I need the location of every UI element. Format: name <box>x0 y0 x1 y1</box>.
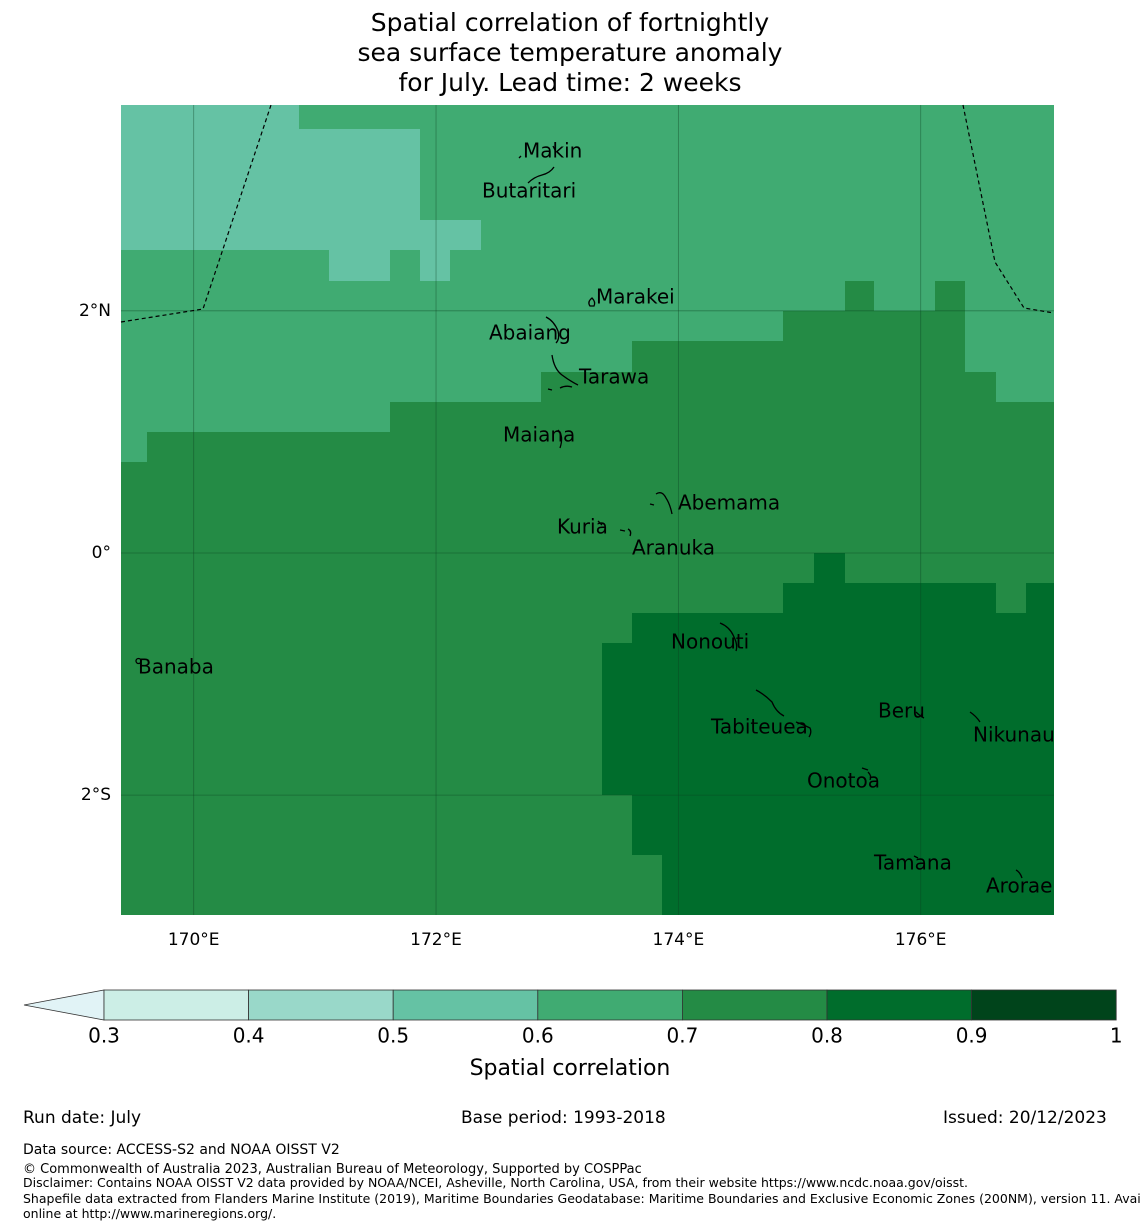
title-line-1: Spatial correlation of fortnightly <box>370 8 770 37</box>
island-outline <box>547 354 579 391</box>
colorbar-tick-label: 0.6 <box>522 1024 554 1048</box>
island-label: Tamana <box>873 851 952 875</box>
island-label: Nonouti <box>671 630 749 654</box>
island-arorae: Arorae <box>986 869 1052 898</box>
island-label: Beru <box>878 699 925 723</box>
island-tamana: Tamana <box>873 851 952 875</box>
island-beru: Beru <box>878 699 925 723</box>
colorbar-segment <box>103 989 250 1021</box>
island-outline <box>755 689 812 738</box>
island-label: Onotoa <box>807 769 880 793</box>
eez-boundaries <box>120 104 1055 323</box>
island-label: Banaba <box>138 655 214 679</box>
island-tabiteuea: Tabiteuea <box>710 689 812 739</box>
data-source: Data source: ACCESS-S2 and NOAA OISST V2 <box>23 1142 340 1158</box>
colorbar-label: Spatial correlation <box>470 1056 671 1081</box>
eez-boundary-east <box>962 104 1055 314</box>
island-label: Nikunau <box>973 723 1055 747</box>
island-label: Butaritari <box>482 179 576 203</box>
lon-tick-label: 174°E <box>653 930 705 950</box>
title-line-3: for July. Lead time: 2 weeks <box>398 68 742 97</box>
island-label: Arorae <box>986 874 1052 898</box>
colorbar-tick-label: 0.7 <box>666 1024 698 1048</box>
island-label: Tarawa <box>578 365 649 389</box>
eez-boundary-west <box>120 104 272 323</box>
correlation-grid <box>121 105 1054 915</box>
colorbar-segment <box>392 989 539 1021</box>
colorbar-extend-arrow <box>23 989 105 1021</box>
shapefile-note: Shapefile data extracted from Flanders M… <box>23 1191 1140 1206</box>
island-label: Kuria <box>557 515 608 539</box>
issued-date: Issued: 20/12/2023 <box>943 1108 1107 1128</box>
island-label: Abemama <box>678 491 780 515</box>
island-maiana: Maiana <box>503 423 575 449</box>
island-kuria: Kuria <box>557 515 608 539</box>
islands: Makin Butaritari Marakei Abaiang Tarawa Maian… <box>135 139 1055 898</box>
island-onotoa: Onotoa <box>807 767 880 793</box>
title-line-2: sea surface temperature anomaly <box>357 38 783 67</box>
colorbar-tick-label: 1 <box>1110 1024 1123 1048</box>
correlation-region-3 <box>602 553 1054 915</box>
island-label: Maiana <box>503 423 575 447</box>
colorbar-segment <box>537 989 683 1021</box>
island-outline <box>527 166 555 184</box>
island-marakei: Marakei <box>588 285 675 309</box>
lon-tick-label: 176°E <box>895 930 947 950</box>
island-outline <box>969 711 981 723</box>
island-label: Aranuka <box>632 536 715 560</box>
island-outline <box>545 316 560 344</box>
island-outline <box>861 767 872 781</box>
island-outline <box>135 657 142 665</box>
run-date: Run date: July <box>23 1108 142 1128</box>
island-outline <box>649 492 673 515</box>
island-outline <box>597 520 603 526</box>
island-makin: Makin <box>518 139 582 163</box>
copyright: © Commonwealth of Australia 2023, Austra… <box>23 1162 642 1177</box>
island-outline <box>557 429 563 449</box>
axis-labels: 170°E 172°E 174°E 176°E 2°N 0° 2°S <box>79 301 947 950</box>
island-outline <box>719 622 738 652</box>
map-figure: Makin Butaritari Marakei Abaiang Tarawa Maian… <box>23 104 1123 1081</box>
lon-tick-label: 172°E <box>410 930 462 950</box>
island-abemama: Abemama <box>649 491 780 515</box>
colorbar-segment <box>682 989 828 1021</box>
shapefile-note-2: online at http://www.marineregions.org/. <box>23 1206 277 1221</box>
lat-tick-label: 0° <box>92 543 111 563</box>
island-label: Abaiang <box>489 321 571 345</box>
colorbar-segment <box>826 989 973 1021</box>
correlation-region-2 <box>121 105 481 281</box>
island-outline <box>619 528 632 537</box>
colorbar-tick-label: 0.8 <box>811 1024 843 1048</box>
colorbar-tick-label: 0.5 <box>377 1024 409 1048</box>
disclaimer: Disclaimer: Contains NOAA OISST V2 data … <box>23 1175 968 1190</box>
island-label: Tabiteuea <box>710 715 808 739</box>
island-outline <box>518 145 556 159</box>
island-label: Marakei <box>596 285 675 309</box>
colorbar: 0.3 0.4 0.5 0.6 0.7 0.8 0.9 1 Spatial correlatio… <box>23 989 1123 1081</box>
island-abaiang: Abaiang <box>489 316 571 345</box>
lat-tick-label: 2°S <box>81 785 111 805</box>
island-nonouti: Nonouti <box>671 622 749 654</box>
lon-tick-label: 170°E <box>168 930 220 950</box>
island-banaba: Banaba <box>135 655 214 679</box>
island-outline <box>915 711 925 719</box>
gridlines <box>121 105 1054 915</box>
colorbar-tick-label: 0.3 <box>88 1024 120 1048</box>
island-butaritari: Butaritari <box>482 166 576 203</box>
lat-tick-label: 2°N <box>79 301 111 321</box>
base-period: Base period: 1993-2018 <box>461 1108 666 1128</box>
island-nikunau: Nikunau <box>969 711 1055 747</box>
colorbar-tick-label: 0.9 <box>956 1024 988 1048</box>
island-tarawa: Tarawa <box>547 354 649 391</box>
island-outline <box>1015 869 1023 879</box>
colorbar-segment <box>248 989 394 1021</box>
island-outline <box>588 297 596 307</box>
colorbar-tick-label: 0.4 <box>233 1024 265 1048</box>
island-label: Makin <box>523 139 582 163</box>
island-aranuka: Aranuka <box>619 528 715 560</box>
island-outline <box>913 855 919 859</box>
colorbar-segment <box>971 989 1117 1021</box>
